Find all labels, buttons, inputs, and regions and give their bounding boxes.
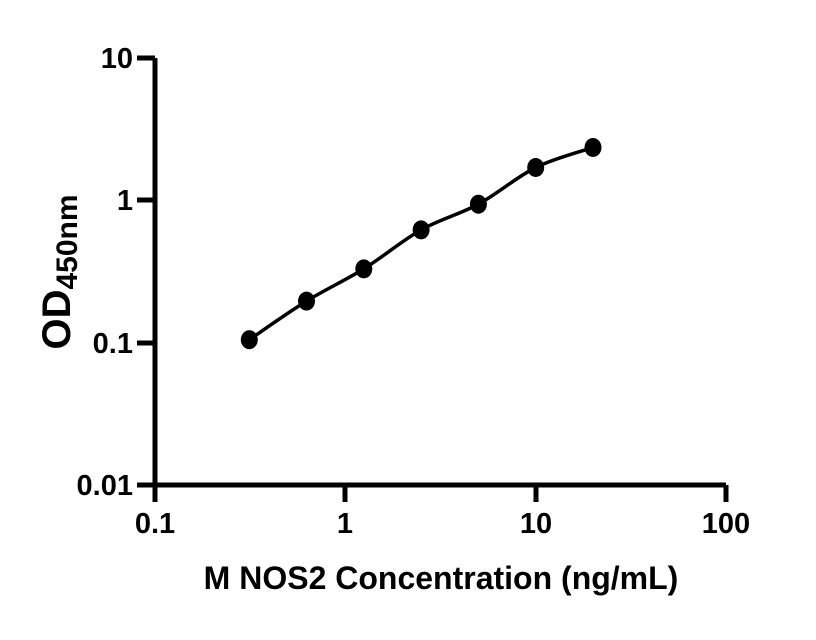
y-axis-title-subscript: 450nm xyxy=(51,194,84,290)
data-point xyxy=(240,330,258,350)
y-tick-label: 1 xyxy=(117,185,133,217)
x-tick-label: 1 xyxy=(337,508,353,540)
data-points xyxy=(240,138,602,350)
data-point xyxy=(298,291,315,311)
data-point xyxy=(355,259,373,279)
standard-curve-line xyxy=(248,145,594,342)
data-point xyxy=(469,194,487,214)
x-tick-label: 0.1 xyxy=(135,508,175,540)
data-point xyxy=(584,138,602,157)
fit-curve xyxy=(248,145,594,342)
x-axis-title: M NOS2 Concentration (ng/mL) xyxy=(203,560,679,596)
data-point xyxy=(527,158,545,177)
y-axis-title: OD450nm xyxy=(35,194,84,350)
y-tick-label: 0.01 xyxy=(77,470,133,502)
y-axis-title-main: OD xyxy=(35,289,79,350)
x-tick-label: 100 xyxy=(702,508,750,540)
x-tick-label: 10 xyxy=(520,508,552,540)
axes xyxy=(137,55,729,502)
data-point xyxy=(412,220,430,240)
y-tick-label: 10 xyxy=(101,43,133,75)
y-tick-label: 0.1 xyxy=(93,328,133,360)
